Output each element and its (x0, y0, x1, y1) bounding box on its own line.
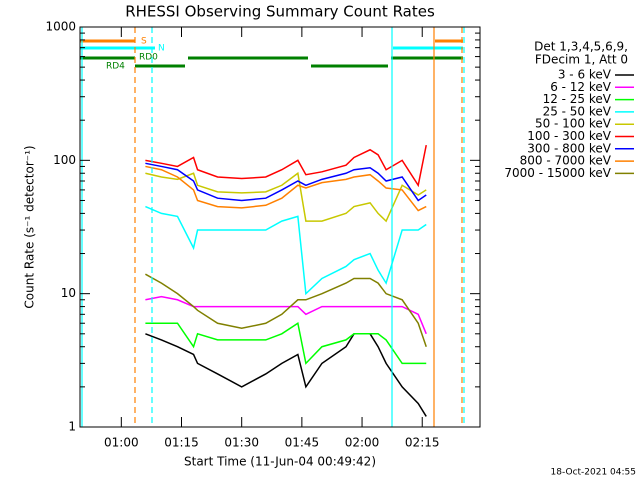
y-tick-label: 100 (53, 153, 76, 167)
series-line (145, 144, 427, 188)
legend-title: Det 1,3,4,5,6,9, (534, 40, 628, 54)
legend-label: 3 - 6 keV (558, 68, 612, 82)
state-bars (80, 39, 463, 68)
y-tick-label: 1000 (45, 20, 76, 34)
x-tick-label: 01:30 (224, 436, 259, 450)
x-tick-label: 01:00 (104, 436, 139, 450)
series-line (145, 165, 427, 212)
x-tick-label: 02:15 (405, 436, 440, 450)
legend-label: 6 - 12 keV (550, 80, 612, 94)
plot-frame (79, 26, 481, 428)
legend-label: 7000 - 15000 keV (504, 166, 611, 180)
annotation: RD4 (106, 62, 125, 72)
series-line (145, 273, 427, 347)
annotation: RD0 (139, 53, 158, 63)
legend-title: FDecim 1, Att 0 (535, 53, 628, 67)
legend-label: 300 - 800 keV (527, 141, 611, 155)
series-line (145, 322, 427, 365)
y-tick-label: 1 (68, 420, 76, 434)
footer: 18-Oct-2021 04:55 (551, 468, 636, 478)
y-tick-label: 10 (61, 286, 76, 300)
legend-label: 100 - 300 keV (527, 129, 611, 143)
series-line (145, 162, 427, 202)
annotation: S (141, 37, 147, 47)
legend-label: 50 - 100 keV (535, 117, 612, 131)
x-tick-label: 01:45 (285, 436, 320, 450)
legend-label: 800 - 7000 keV (520, 154, 612, 168)
event-lines (81, 27, 465, 427)
y-axis-label: Count Rate (s⁻¹ detector⁻¹) (23, 145, 37, 308)
x-tick-label: 02:00 (345, 436, 380, 450)
x-tick-label: 01:15 (164, 436, 199, 450)
annotation: N (158, 44, 165, 54)
legend-label: 25 - 50 keV (543, 104, 612, 118)
series-line (145, 205, 427, 296)
series-line (145, 171, 427, 223)
series-line (145, 333, 427, 417)
chart-title: RHESSI Observing Summary Count Rates (125, 3, 435, 21)
x-axis-label: Start Time (11-Jun-04 00:49:42) (184, 455, 376, 469)
plot-layer (145, 144, 427, 417)
legend-label: 12 - 25 keV (543, 92, 612, 106)
